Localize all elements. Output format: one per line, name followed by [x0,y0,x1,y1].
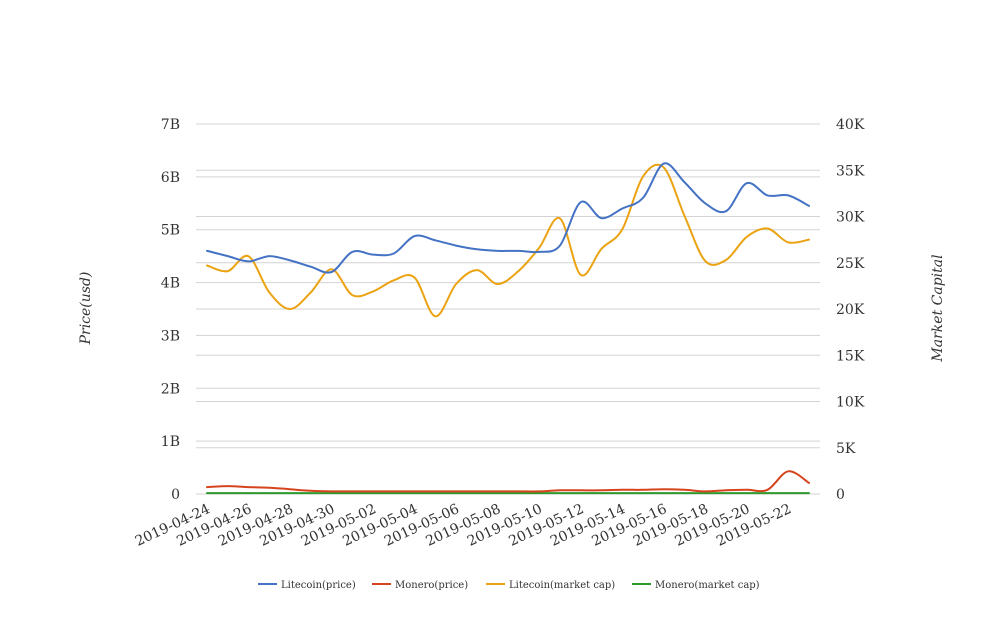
legend-item: Litecoin(market cap) [486,580,615,591]
legend: Litecoin(price) Monero(price) Litecoin(mar… [258,580,760,591]
y-tick-label: 2B [161,381,180,397]
y2-tick-label: 30K [836,210,865,226]
y-tick-label: 7B [161,117,180,133]
y-tick-label: 0 [171,487,180,503]
legend-label: Litecoin(market cap) [509,580,615,591]
y2-tick-label: 35K [836,163,865,179]
x-axis-ticks: 2019-04-242019-04-262019-04-282019-04-30… [133,501,794,550]
y-tick-label: 1B [161,434,180,450]
series-line-litecoin-market-cap [206,163,810,318]
y2-tick-label: 5K [836,441,856,457]
y2-tick-label: 0 [836,487,845,503]
y-tick-label: 4B [161,276,180,292]
grid [196,123,820,495]
legend-item: Monero(price) [372,580,468,591]
y2-axis-label: Market Capital [930,254,946,362]
y-tick-label: 6B [161,170,180,186]
y-axis-label: Price(usd) [78,272,94,346]
y2-tick-label: 15K [836,348,865,364]
y-tick-label: 5B [161,223,180,239]
y2-axis-ticks: 0 5K 10K 15K 20K 25K 30K 35K 40K [836,117,865,503]
y-tick-label: 3B [161,328,180,344]
y2-tick-label: 20K [836,302,865,318]
legend-label: Monero(market cap) [655,580,760,591]
y2-tick-label: 10K [836,395,865,411]
legend-item: Monero(market cap) [632,580,760,591]
series-line-litecoin-price [206,162,810,274]
series-line-monero-price [206,470,810,493]
y-axis-ticks: 0 1B 2B 3B 4B 5B 6B 7B [161,117,180,503]
series-lines [206,162,810,495]
y2-tick-label: 40K [836,117,865,133]
legend-label: Litecoin(price) [281,580,356,591]
y2-tick-label: 25K [836,256,865,272]
legend-item: Litecoin(price) [258,580,356,591]
legend-label: Monero(price) [395,580,468,591]
